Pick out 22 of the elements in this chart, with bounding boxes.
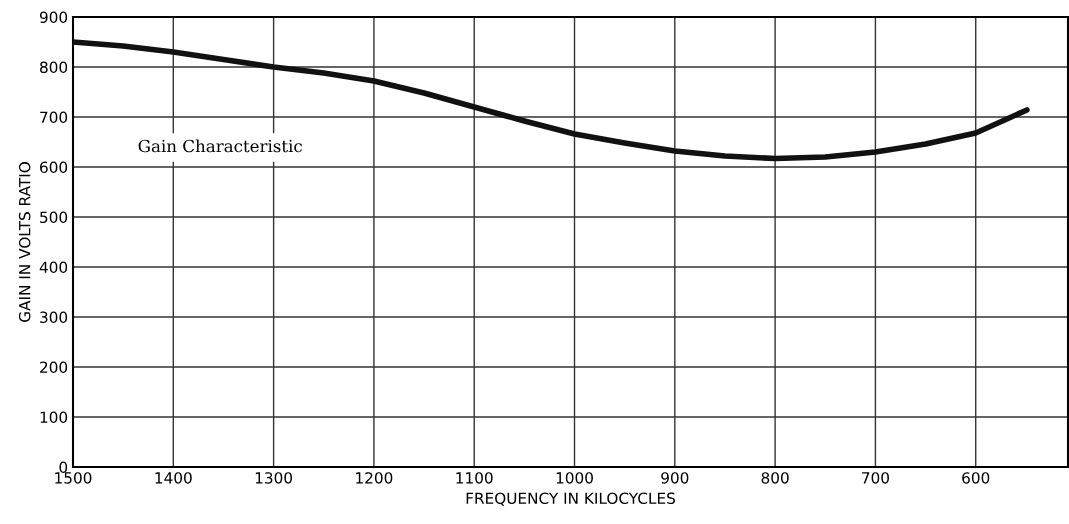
x-tick-label: 1300	[255, 472, 293, 484]
y-tick-label: 400	[39, 261, 68, 274]
x-tick-label: 900	[661, 472, 689, 484]
x-tick-label: 1400	[155, 472, 192, 484]
x-tick-label: 600	[962, 472, 990, 484]
y-tick-label: 700	[40, 111, 68, 124]
y-tick-label: 800	[40, 61, 68, 74]
y-tick-label: 200	[40, 361, 68, 374]
y-tick-label: 900	[39, 11, 68, 24]
y-tick-label: 300	[40, 311, 68, 324]
x-tick-label: 700	[862, 472, 889, 484]
y-tick-label: 600	[40, 161, 68, 174]
y-tick-label: 100	[40, 411, 68, 424]
x-tick-label: 1100	[456, 472, 493, 484]
x-tick-label: 1500	[55, 472, 92, 484]
x-axis-title: FREQUENCY IN KILOCYCLES	[466, 492, 675, 506]
y-axis-title: GAIN IN VOLTS RATIO	[18, 162, 31, 322]
y-tick-label: 500	[40, 211, 68, 224]
x-tick-label: 800	[761, 472, 789, 484]
x-tick-label: 1000	[556, 472, 593, 484]
annotation: Gain Characteristic	[138, 139, 302, 153]
x-tick-label: 1200	[356, 472, 393, 484]
